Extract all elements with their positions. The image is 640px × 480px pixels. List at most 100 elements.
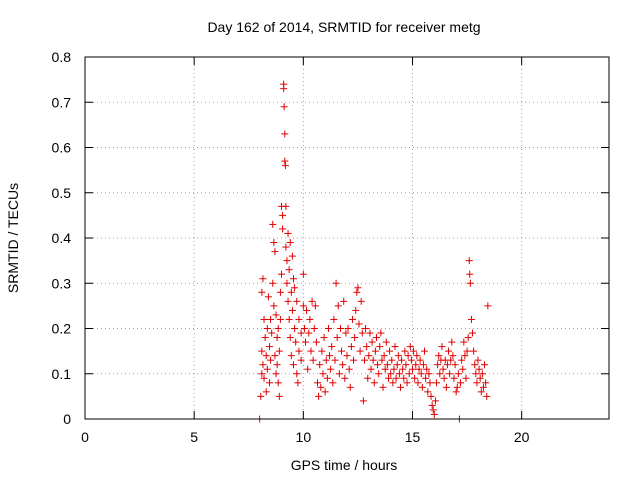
data-point <box>262 388 270 396</box>
data-point <box>378 356 386 364</box>
data-point <box>291 325 299 332</box>
data-point <box>464 334 472 342</box>
data-point <box>391 343 399 351</box>
data-point <box>265 379 273 387</box>
data-point <box>312 338 320 346</box>
data-point <box>458 356 466 364</box>
data-point <box>293 297 301 305</box>
data-point <box>375 370 383 378</box>
data-point <box>413 352 421 360</box>
y-tick-label: 0.8 <box>52 49 72 65</box>
data-point <box>429 406 437 414</box>
data-point <box>372 334 380 342</box>
data-point <box>280 85 288 93</box>
data-point <box>281 162 289 170</box>
data-point <box>275 392 283 400</box>
data-point <box>303 306 311 314</box>
data-point <box>415 365 423 373</box>
data-point <box>263 365 271 373</box>
data-point <box>302 338 310 346</box>
grid <box>85 57 609 419</box>
data-point <box>293 370 301 378</box>
data-point <box>276 288 284 296</box>
data-point <box>290 361 298 369</box>
data-point <box>430 410 438 418</box>
data-point <box>288 306 296 314</box>
data-point <box>284 297 292 305</box>
data-point <box>395 370 403 378</box>
data-point <box>271 352 279 360</box>
data-point <box>369 356 377 364</box>
data-point <box>476 374 484 382</box>
x-tick-label: 10 <box>296 429 312 445</box>
data-point <box>383 361 391 369</box>
data-point <box>481 361 489 369</box>
data-point <box>427 392 435 400</box>
data-point <box>287 352 295 360</box>
data-point <box>423 365 431 373</box>
data-point <box>414 379 422 387</box>
data-point <box>319 370 327 378</box>
data-point <box>451 361 459 369</box>
data-point <box>447 356 455 364</box>
data-point <box>449 352 457 360</box>
y-tick-label: 0 <box>63 411 71 427</box>
data-point <box>292 338 300 346</box>
data-point <box>462 374 470 382</box>
data-point <box>310 325 318 332</box>
data-point <box>339 361 347 369</box>
data-point <box>380 352 388 360</box>
data-point <box>417 370 425 378</box>
data-point <box>469 329 477 337</box>
data-point <box>333 334 341 342</box>
data-point <box>460 338 468 346</box>
data-point <box>388 356 396 364</box>
data-point <box>470 347 478 355</box>
data-point <box>267 356 275 364</box>
data-point <box>326 352 334 360</box>
data-point <box>398 356 406 364</box>
data-point <box>269 220 277 228</box>
data-point <box>390 365 398 373</box>
data-point <box>393 361 401 369</box>
data-point <box>279 211 287 219</box>
data-point <box>479 383 487 391</box>
data-point <box>377 329 385 337</box>
data-point <box>407 356 415 364</box>
data-point <box>440 374 448 382</box>
data-point <box>348 315 356 323</box>
data-point <box>474 356 482 364</box>
x-tick-labels: 0 5 10 15 20 <box>81 429 530 445</box>
data-point <box>439 365 447 373</box>
data-point <box>259 361 267 369</box>
data-point <box>308 297 316 305</box>
data-point <box>290 275 298 283</box>
data-point <box>370 379 378 387</box>
data-point <box>428 401 436 409</box>
data-point <box>281 157 289 165</box>
data-point <box>343 352 351 360</box>
data-point <box>305 329 313 337</box>
data-point <box>353 288 361 296</box>
data-point <box>450 374 458 382</box>
data-point <box>438 343 446 351</box>
y-tick-label: 0.3 <box>52 275 72 291</box>
data-point <box>355 320 363 328</box>
data-point <box>316 361 324 369</box>
data-point <box>457 379 465 387</box>
data-point <box>279 225 287 233</box>
data-point <box>314 379 322 387</box>
data-point <box>335 370 343 378</box>
data-point <box>324 325 332 332</box>
data-point <box>299 302 307 310</box>
data-point <box>366 329 374 337</box>
data-point <box>484 302 492 310</box>
data-point <box>282 243 290 251</box>
x-tick-label: 5 <box>190 429 198 445</box>
data-point <box>368 338 376 346</box>
y-tick-label: 0.1 <box>52 366 72 382</box>
data-point <box>321 388 329 396</box>
data-point <box>350 356 358 364</box>
data-point <box>416 356 424 364</box>
y-tick-label: 0.5 <box>52 185 72 201</box>
